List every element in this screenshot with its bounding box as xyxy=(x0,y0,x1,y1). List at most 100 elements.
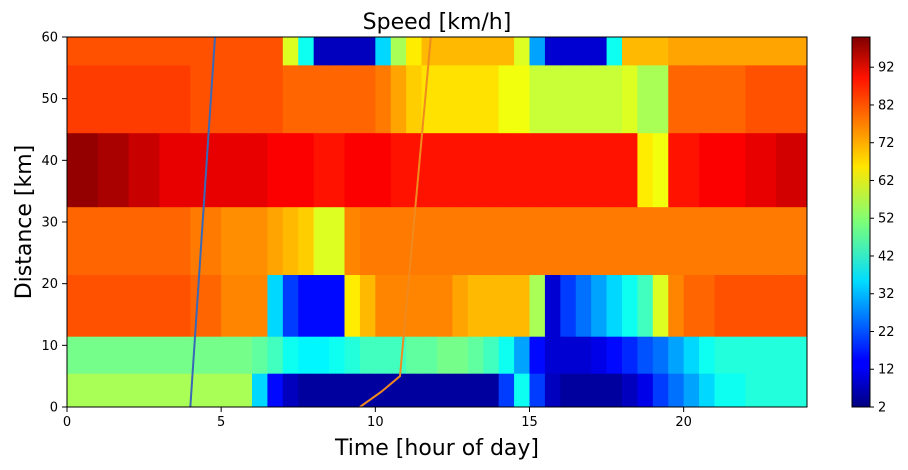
heatmap-cell xyxy=(498,274,515,337)
y-tick-label: 30 xyxy=(41,216,58,231)
x-tick-label: 15 xyxy=(521,415,538,430)
heatmap-cell xyxy=(683,373,700,407)
heatmap-cell xyxy=(652,206,669,276)
heatmap-cell xyxy=(652,373,669,407)
heatmap-cell xyxy=(159,274,191,337)
heatmap-cells xyxy=(67,37,807,407)
heatmap-cell xyxy=(221,206,253,276)
heatmap-cell xyxy=(298,336,315,374)
heatmap-cell xyxy=(498,336,515,374)
heatmap-cell xyxy=(683,64,700,134)
heatmap-cell xyxy=(67,132,99,208)
heatmap-cell xyxy=(159,336,191,374)
heatmap-cell xyxy=(745,64,777,134)
heatmap-cell xyxy=(390,206,407,276)
heatmap-cell xyxy=(421,64,438,134)
heatmap-cell xyxy=(298,132,315,208)
heatmap-cell xyxy=(375,206,392,276)
heatmap-cell xyxy=(714,336,746,374)
heatmap-cell xyxy=(622,132,639,208)
heatmap-cell xyxy=(298,373,315,407)
heatmap-cell xyxy=(159,206,191,276)
heatmap-cell xyxy=(128,132,161,208)
heatmap-cell xyxy=(591,64,608,134)
heatmap-cell xyxy=(544,373,561,407)
heatmap-cell xyxy=(267,132,284,208)
heatmap-cell xyxy=(67,206,99,276)
heatmap-cell xyxy=(498,373,515,407)
heatmap-cell xyxy=(344,64,361,134)
heatmap-cell xyxy=(190,373,222,407)
heatmap-cell xyxy=(683,37,700,66)
heatmap-cell xyxy=(591,274,608,337)
heatmap-cell xyxy=(606,274,623,337)
heatmap-cell xyxy=(437,274,454,337)
heatmap-cell xyxy=(97,274,130,337)
heatmap-cell xyxy=(267,37,284,66)
heatmap-cell xyxy=(390,64,407,134)
y-tick-label: 40 xyxy=(41,154,58,169)
heatmap-cell xyxy=(128,64,161,134)
heatmap-cell xyxy=(560,336,577,374)
heatmap-cell xyxy=(776,274,807,337)
heatmap-cell xyxy=(252,336,269,374)
heatmap-cell xyxy=(282,373,299,407)
heatmap-cell xyxy=(421,336,438,374)
heatmap-cell xyxy=(514,206,531,276)
heatmap-cell xyxy=(745,336,777,374)
heatmap-cell xyxy=(313,132,330,208)
heatmap-cell xyxy=(344,206,361,276)
heatmap-cell xyxy=(375,274,392,337)
heatmap-cell xyxy=(329,274,346,337)
colorbar-gradient xyxy=(852,37,870,407)
heatmap-cell xyxy=(221,132,253,208)
heatmap-cell xyxy=(329,64,346,134)
heatmap-cell xyxy=(683,206,700,276)
heatmap-cell xyxy=(575,373,592,407)
heatmap-cell xyxy=(591,37,608,66)
heatmap-cell xyxy=(344,37,361,66)
heatmap-cell xyxy=(591,206,608,276)
heatmap-cell xyxy=(699,64,716,134)
heatmap-cell xyxy=(699,274,716,337)
heatmap-cell xyxy=(776,64,807,134)
heatmap-cell xyxy=(452,37,469,66)
heatmap-cell xyxy=(375,64,392,134)
heatmap-cell xyxy=(575,206,592,276)
heatmap-cell xyxy=(652,132,669,208)
heatmap-cell xyxy=(329,336,346,374)
heatmap-cell xyxy=(483,274,500,337)
heatmap-cell xyxy=(498,37,515,66)
heatmap-cell xyxy=(606,64,623,134)
heatmap-cell xyxy=(421,206,438,276)
heatmap-cell xyxy=(329,373,346,407)
heatmap-cell xyxy=(637,274,654,337)
trajectory-line xyxy=(189,37,216,407)
heatmap-cell xyxy=(221,336,253,374)
heatmap-cell xyxy=(637,336,654,374)
heatmap-cell xyxy=(591,373,608,407)
heatmap-cell xyxy=(128,206,161,276)
heatmap-cell xyxy=(252,274,269,337)
heatmap-cell xyxy=(298,64,315,134)
heatmap-cell xyxy=(128,373,161,407)
heatmap-cell xyxy=(529,206,546,276)
heatmap-cell xyxy=(267,206,284,276)
heatmap-cell xyxy=(359,64,376,134)
heatmap-cell xyxy=(128,336,161,374)
heatmap-cell xyxy=(282,274,299,337)
heatmap-cell xyxy=(298,274,315,337)
plot-area xyxy=(67,37,807,407)
heatmap-cell xyxy=(452,64,469,134)
heatmap-cell xyxy=(421,274,438,337)
heatmap-cell xyxy=(575,64,592,134)
heatmap-cell xyxy=(514,37,531,66)
heatmap-cell xyxy=(714,64,746,134)
heatmap-cell xyxy=(483,37,500,66)
heatmap-cell xyxy=(637,37,654,66)
heatmap-cell xyxy=(406,132,423,208)
heatmap-cell xyxy=(529,274,546,337)
heatmap-cell xyxy=(668,64,685,134)
heatmap-cell xyxy=(622,373,639,407)
